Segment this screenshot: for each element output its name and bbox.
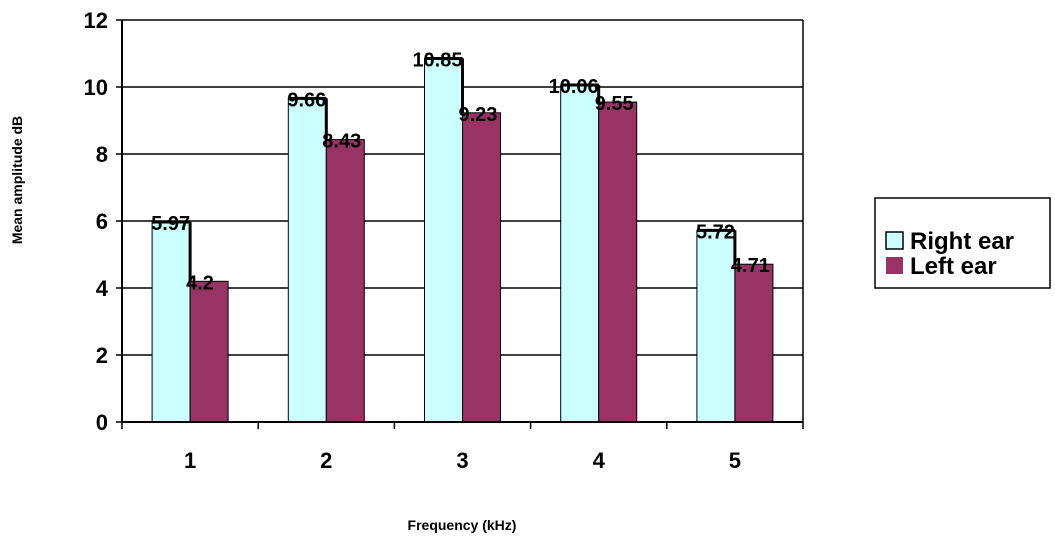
legend-label-right-ear: Right ear xyxy=(910,228,1014,255)
bar-left-ear xyxy=(189,280,229,423)
x-tick-label: 4 xyxy=(593,448,606,473)
series-connectors xyxy=(152,57,737,282)
data-labels: 5.97 4.2 9.66 8.43 10.85 9.23 10.069.55 5.72 4.7… xyxy=(151,50,770,295)
y-tick-label: 2 xyxy=(96,343,108,368)
y-tick-label: 12 xyxy=(84,8,108,33)
bar-right-ear xyxy=(151,221,191,423)
data-label-left-ear: 9.23 xyxy=(459,104,498,126)
data-label-right-ear: 5.72 xyxy=(696,221,735,243)
data-label-left-ear: 4.71 xyxy=(731,255,770,277)
x-tick-label: 2 xyxy=(320,448,332,473)
y-tick-label: 10 xyxy=(84,75,108,100)
data-label-left-ear: 9.55 xyxy=(595,93,634,115)
bar-left-ear xyxy=(462,112,501,423)
y-tick-label: 8 xyxy=(96,142,108,167)
legend: Right ear Left ear xyxy=(874,197,1051,289)
bar-left-ear xyxy=(598,101,638,423)
data-label-left-ear: 4.2 xyxy=(186,272,214,294)
bar-right-ear xyxy=(696,229,736,423)
data-label-left-ear: 8.43 xyxy=(322,131,361,153)
y-tick-label: 0 xyxy=(96,410,108,435)
legend-swatch-right-ear xyxy=(885,231,904,250)
bar-right-ear xyxy=(287,97,327,423)
bar-left-ear xyxy=(734,263,774,423)
x-tick-label: 1 xyxy=(184,448,196,473)
legend-swatch-left-ear xyxy=(886,257,903,274)
bar-right-ear xyxy=(424,58,463,423)
x-tick-label: 5 xyxy=(729,448,741,473)
x-tick-label: 3 xyxy=(456,448,468,473)
data-label-right-ear: 10.85 xyxy=(412,50,462,72)
data-label-right-ear: 5.97 xyxy=(151,213,190,235)
y-axis-title: Mean amplitude dB xyxy=(9,116,25,244)
y-tick-label: 4 xyxy=(96,276,109,301)
bars xyxy=(151,58,774,423)
legend-box xyxy=(874,197,1051,289)
bar-right-ear xyxy=(560,84,600,423)
legend-label-left-ear: Left ear xyxy=(910,253,997,280)
data-label-right-ear: 10.06 xyxy=(549,76,599,98)
x-axis-title: Frequency (kHz) xyxy=(408,517,517,533)
y-tick-label: 6 xyxy=(96,209,108,234)
data-label-right-ear: 9.66 xyxy=(287,89,326,111)
bar-left-ear xyxy=(325,139,365,423)
